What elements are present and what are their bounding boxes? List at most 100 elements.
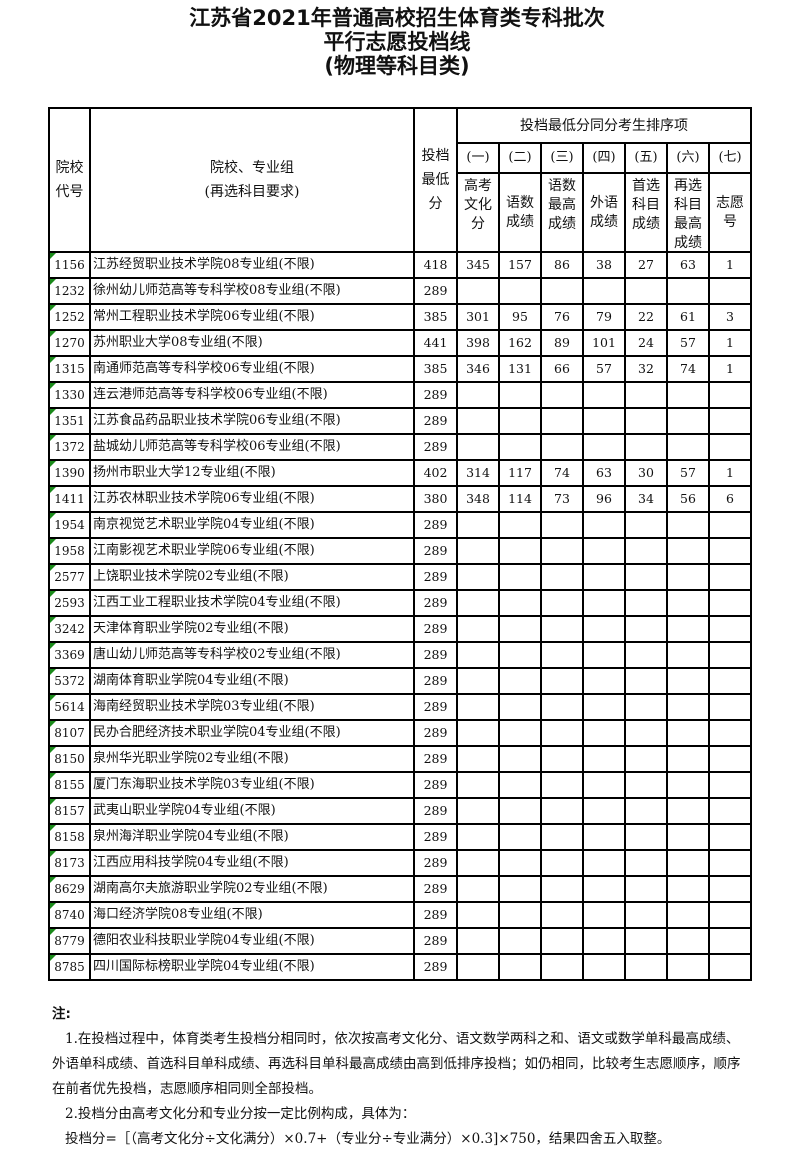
rank-value: [498, 823, 542, 851]
school-code: 1232: [48, 277, 91, 305]
header-rank-item: 外语成绩: [582, 172, 626, 253]
rank-value: [624, 693, 668, 721]
rank-value: [666, 615, 710, 643]
rank-value: [582, 277, 626, 305]
rank-value: [582, 563, 626, 591]
school-group-name: 盐城幼儿师范高等专科学校06专业组(不限): [89, 433, 415, 461]
min-score: 289: [413, 849, 458, 877]
rank-value: 74: [540, 459, 584, 487]
rank-value: [666, 719, 710, 747]
rank-value: [707, 381, 753, 409]
rank-value: [624, 615, 668, 643]
rank-value: 22: [624, 303, 668, 331]
min-score: 289: [413, 511, 458, 539]
school-code: 5372: [48, 667, 91, 695]
school-group-name: 徐州幼儿师范高等专科学校08专业组(不限): [89, 277, 415, 305]
school-group-name: 江苏经贸职业技术学院08专业组(不限): [89, 251, 415, 279]
rank-value: [624, 667, 668, 695]
min-score: 289: [413, 719, 458, 747]
rank-value: 114: [498, 485, 542, 513]
rank-value: [666, 433, 710, 461]
rank-value: 101: [582, 329, 626, 357]
min-score: 289: [413, 745, 458, 773]
rank-value: [498, 641, 542, 669]
rank-value: [582, 615, 626, 643]
rank-value: [498, 537, 542, 565]
min-score: 289: [413, 641, 458, 669]
rank-value: [707, 407, 753, 435]
school-code: 8779: [48, 927, 91, 955]
rank-value: 24: [624, 329, 668, 357]
school-code: 8107: [48, 719, 91, 747]
rank-value: [624, 641, 668, 669]
rank-value: [666, 927, 710, 955]
min-score: 385: [413, 303, 458, 331]
rank-value: [666, 901, 710, 929]
rank-value: [540, 693, 584, 721]
rank-value: [707, 823, 753, 851]
rank-value: [666, 407, 710, 435]
table-row: 5372 湖南体育职业学院04专业组(不限) 289: [48, 667, 753, 695]
school-group-name: 南通师范高等专科学校06专业组(不限): [89, 355, 415, 383]
header-rank-num: (六): [666, 142, 710, 174]
table-row: 8107 民办合肥经济技术职业学院04专业组(不限) 289: [48, 719, 753, 747]
rank-value: [540, 277, 584, 305]
rank-value: [666, 745, 710, 773]
rank-value: [707, 953, 753, 981]
min-score: 289: [413, 563, 458, 591]
min-score: 441: [413, 329, 458, 357]
rank-value: 57: [666, 459, 710, 487]
rank-value: [498, 563, 542, 591]
rank-value: [540, 641, 584, 669]
rank-value: [540, 433, 584, 461]
rank-value: [540, 407, 584, 435]
table-row: 8785 四川国际标榜职业学院04专业组(不限) 289: [48, 953, 753, 981]
rank-value: 6: [707, 485, 753, 513]
table-row: 1351 江苏食品药品职业技术学院06专业组(不限) 289: [48, 407, 753, 435]
rank-value: 73: [540, 485, 584, 513]
rank-value: [498, 433, 542, 461]
rank-value: [456, 381, 500, 409]
rank-value: [582, 875, 626, 903]
rank-value: [540, 797, 584, 825]
rank-value: [624, 719, 668, 747]
rank-value: 57: [666, 329, 710, 357]
min-score: 380: [413, 485, 458, 513]
school-group-name: 江苏农林职业技术学院06专业组(不限): [89, 485, 415, 513]
school-group-name: 湖南体育职业学院04专业组(不限): [89, 667, 415, 695]
rank-value: [456, 693, 500, 721]
rank-value: [666, 589, 710, 617]
rank-value: [498, 953, 542, 981]
table-row: 1372 盐城幼儿师范高等专科学校06专业组(不限) 289: [48, 433, 753, 461]
rank-value: [498, 901, 542, 929]
rank-value: [582, 719, 626, 747]
rank-value: [707, 641, 753, 669]
table-row: 8173 江西应用科技学院04专业组(不限) 289: [48, 849, 753, 877]
rank-value: [624, 797, 668, 825]
rank-value: 131: [498, 355, 542, 383]
rank-value: [624, 537, 668, 565]
rank-value: [666, 693, 710, 721]
rank-value: [707, 667, 753, 695]
rank-value: 34: [624, 485, 668, 513]
notes-heading: 注:: [52, 1006, 71, 1022]
rank-value: [540, 615, 584, 643]
rank-value: 301: [456, 303, 500, 331]
school-group-name: 江南影视艺术职业学院06专业组(不限): [89, 537, 415, 565]
rank-value: [498, 407, 542, 435]
rank-value: [582, 849, 626, 877]
table-row: 1330 连云港师范高等专科学校06专业组(不限) 289: [48, 381, 753, 409]
table-row: 3242 天津体育职业学院02专业组(不限) 289: [48, 615, 753, 643]
rank-value: 345: [456, 251, 500, 279]
rank-value: [582, 953, 626, 981]
rank-value: [666, 511, 710, 539]
table-row: 2577 上饶职业技术学院02专业组(不限) 289: [48, 563, 753, 591]
rank-value: 1: [707, 251, 753, 279]
table-row: 1411 江苏农林职业技术学院06专业组(不限) 380 348 114 73 96 34 56…: [48, 485, 753, 513]
school-code: 1954: [48, 511, 91, 539]
min-score: 289: [413, 537, 458, 565]
rank-value: [707, 849, 753, 877]
rank-value: [707, 927, 753, 955]
school-group-name: 天津体育职业学院02专业组(不限): [89, 615, 415, 643]
min-score: 289: [413, 823, 458, 851]
